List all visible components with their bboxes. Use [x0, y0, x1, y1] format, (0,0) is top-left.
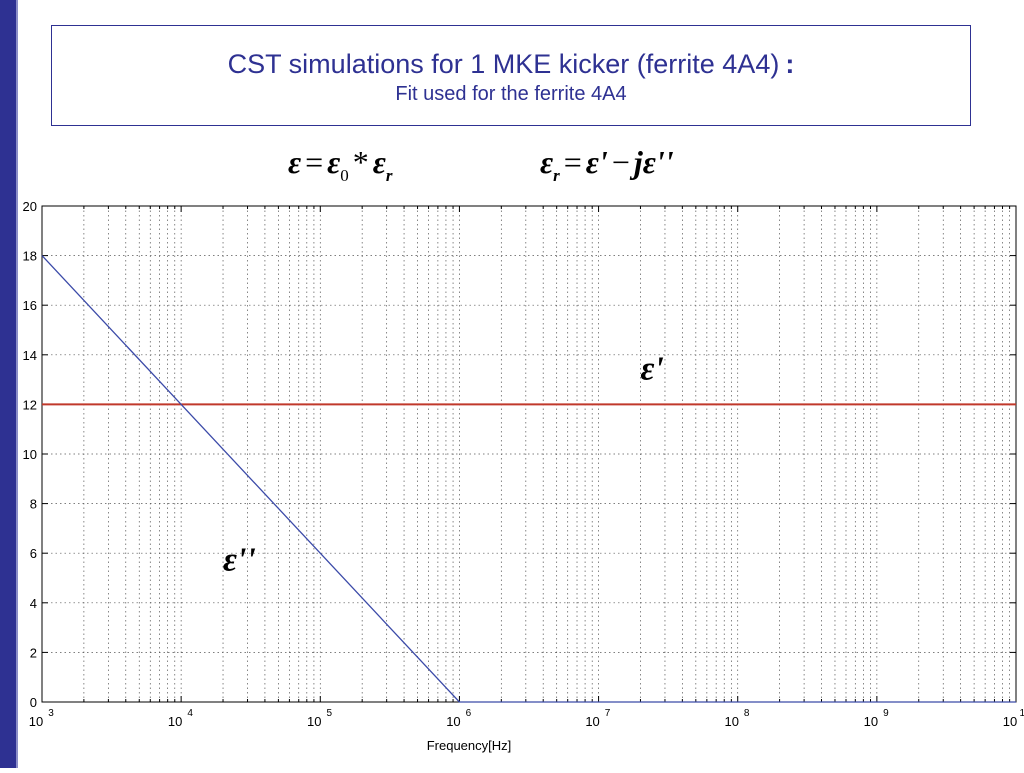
y-tick-label: 4 — [30, 596, 37, 611]
eq1-times: * — [352, 144, 369, 180]
curve-label-eps-real: ε' — [640, 351, 663, 388]
x-tick-label: 10 — [864, 714, 878, 729]
x-tick-label: 10 — [307, 714, 321, 729]
title-box: CST simulations for 1 MKE kicker (ferrit… — [51, 25, 971, 126]
eq1-equals: = — [305, 144, 324, 180]
slide-side-bar — [0, 0, 18, 768]
curve-label-eps-imag: ε'' — [223, 542, 256, 579]
y-tick-label: 2 — [30, 645, 37, 660]
equation-relative-permittivity: εr = ε' − jε'' — [540, 144, 674, 188]
x-tick-label-exponent: 7 — [605, 708, 611, 719]
y-tick-label: 12 — [23, 397, 37, 412]
series-line-eps-imag — [41, 255, 1016, 703]
x-tick-label-exponent: 6 — [466, 708, 472, 719]
y-tick-label: 0 — [30, 695, 37, 710]
x-tick-label: 10 — [168, 714, 182, 729]
x-tick-label: 10 — [446, 714, 460, 729]
x-tick-label-exponent: 4 — [187, 708, 193, 719]
x-tick-label-exponent: 5 — [327, 708, 333, 719]
chart-curve-labels: ε' ε'' — [223, 351, 664, 579]
eq1-eps0-sub: 0 — [340, 166, 349, 185]
x-tick-label: 10 — [1003, 714, 1017, 729]
eq1-epsr-sub: r — [385, 166, 393, 185]
y-tick-label: 10 — [23, 447, 37, 462]
chart-series — [41, 255, 1016, 703]
slide-title-text: CST simulations for 1 MKE kicker (ferrit… — [227, 49, 780, 79]
eq1-lhs: ε — [288, 144, 302, 180]
x-tick-label: 10 — [585, 714, 599, 729]
x-tick-label-exponent: 10 — [1019, 708, 1024, 719]
eq2-term2: ε'' — [642, 144, 674, 180]
y-tick-label: 14 — [23, 348, 37, 363]
x-axis-label: Frequency[Hz] — [427, 738, 512, 753]
equation-permittivity: ε = ε0 * εr — [288, 144, 393, 188]
eq2-equals: = — [563, 144, 582, 180]
slide-subtitle: Fit used for the ferrite 4A4 — [395, 83, 627, 105]
chart-grid — [42, 206, 1016, 702]
chart-axes: 0 2 4 6 8 10 12 14 16 18 20 10 3 10 4 10 5 10 6 10 7 10 8 10 9 10… — [23, 199, 1024, 729]
y-tick-label: 6 — [30, 546, 37, 561]
eq1-epsr: ε — [372, 144, 386, 180]
x-tick-label: 10 — [724, 714, 738, 729]
x-tick-label-exponent: 3 — [48, 708, 54, 719]
slide-title-colon: : — [785, 49, 795, 79]
eq2-term: ε' — [585, 144, 608, 180]
x-tick-label-exponent: 8 — [744, 708, 750, 719]
slide-title: CST simulations for 1 MKE kicker (ferrit… — [52, 48, 970, 80]
chart-svg: 0 2 4 6 8 10 12 14 16 18 20 10 3 10 4 10 5 10 6 10 7 10 8 10 9 10… — [23, 199, 1024, 753]
x-tick-label-exponent: 9 — [883, 708, 889, 719]
eq1-eps0: ε — [327, 144, 341, 180]
y-tick-label: 16 — [23, 298, 37, 313]
y-tick-label: 18 — [23, 249, 37, 264]
eq2-epsr: ε — [540, 144, 554, 180]
permittivity-chart: 0 2 4 6 8 10 12 14 16 18 20 10 3 10 4 10 5 10 6 10 7 10 8 10 9 10… — [0, 190, 1024, 768]
eq2-minus: − — [611, 144, 630, 180]
y-tick-label: 20 — [23, 199, 37, 214]
x-tick-label: 10 — [29, 714, 43, 729]
eq2-epsr-sub: r — [553, 166, 560, 185]
y-tick-label: 8 — [30, 497, 37, 512]
eq2-j: j — [633, 144, 643, 180]
